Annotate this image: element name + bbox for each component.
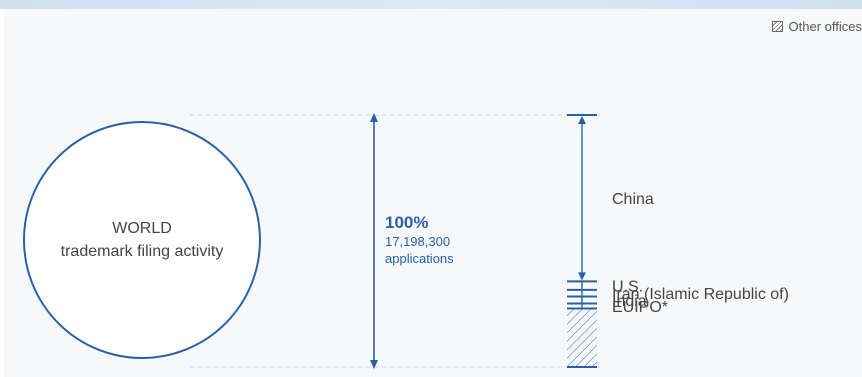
- world-circle: [23, 121, 261, 359]
- total-arrow-head-bottom: [370, 360, 378, 369]
- hatch-swatch-icon: [771, 20, 783, 32]
- segment-label-india: India: [612, 293, 647, 310]
- segment-hatch-other-offices: [567, 308, 597, 367]
- total-unit: applications: [385, 251, 454, 266]
- world-title: WORLD: [112, 220, 172, 237]
- legend: Other offices: [771, 16, 862, 36]
- segments-group: China U.S.Iran (Islamic Republic of)India…: [567, 114, 789, 368]
- segment-label-euipo: EUIPO*: [612, 299, 668, 316]
- segment-label-iran-islamic-republic-of: Iran (Islamic Republic of): [612, 286, 789, 303]
- world-subtitle: trademark filing activity: [61, 243, 224, 260]
- total-value: 17,198,300: [385, 234, 450, 249]
- segment-label-u-s: U.S.: [612, 279, 643, 296]
- segment-arrow-bottom-china: [578, 272, 586, 281]
- segment-label-china: China: [612, 191, 654, 208]
- segment-arrow-top-china: [578, 116, 586, 124]
- total-arrow-head-top: [370, 113, 378, 122]
- total-percent: 100%: [385, 213, 428, 232]
- top-bar: [0, 0, 862, 9]
- legend-label-other-offices: Other offices: [788, 18, 862, 34]
